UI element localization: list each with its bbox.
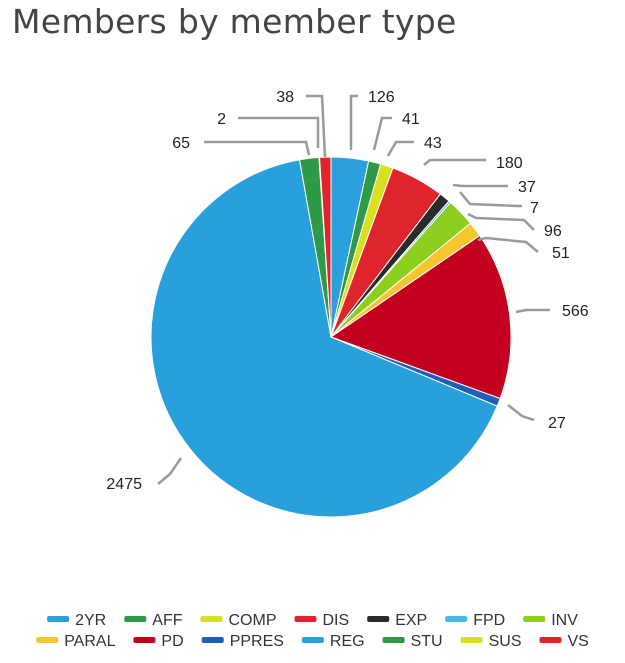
legend-swatch-exp xyxy=(367,616,390,622)
leader-line-ppres xyxy=(507,404,535,422)
data-label-reg: 2475 xyxy=(106,476,142,493)
legend-swatch-stu xyxy=(382,637,405,643)
pie-slice-vs xyxy=(319,156,332,338)
data-label-fpd: 7 xyxy=(530,200,539,217)
legend-swatch-2yr xyxy=(47,616,70,622)
legend-item-dis[interactable]: DIS xyxy=(294,612,350,629)
legend-item-aff[interactable]: AFF xyxy=(124,612,183,629)
legend-label-dis: DIS xyxy=(323,612,350,629)
legend-label-inv: INV xyxy=(551,612,578,629)
legend-label-pd: PD xyxy=(161,633,183,650)
leader-line-dis xyxy=(423,158,486,166)
data-label-paral: 51 xyxy=(552,245,570,262)
chart-title: Members by member type xyxy=(12,2,457,41)
data-label-comp: 43 xyxy=(424,135,442,152)
leader-line-vs xyxy=(306,94,327,158)
leader-line-sus xyxy=(238,116,320,148)
legend-item-comp[interactable]: COMP xyxy=(200,612,277,629)
legend-label-comp: COMP xyxy=(229,612,277,629)
legend-item-2yr[interactable]: 2YR xyxy=(47,612,106,629)
legend-swatch-pd xyxy=(133,637,156,643)
legend-label-sus: SUS xyxy=(489,633,522,650)
legend-label-2yr: 2YR xyxy=(75,612,106,629)
data-label-dis: 180 xyxy=(496,155,523,172)
legend-item-ppres[interactable]: PPRES xyxy=(201,633,284,650)
data-label-ppres: 27 xyxy=(548,415,566,432)
legend-label-aff: AFF xyxy=(152,612,182,629)
pie-slice-reg xyxy=(150,159,498,518)
legend-swatch-aff xyxy=(124,616,147,622)
legend-item-sus[interactable]: SUS xyxy=(460,633,522,650)
legend-label-vs: VS xyxy=(568,633,589,650)
leader-line-inv xyxy=(467,212,535,231)
legend-swatch-fpd xyxy=(445,616,468,622)
leader-line-reg xyxy=(157,457,183,485)
leader-line-comp xyxy=(386,140,414,157)
data-label-stu: 65 xyxy=(172,135,190,152)
legend-swatch-reg xyxy=(301,637,324,643)
leader-line-aff xyxy=(372,116,392,151)
legend-item-exp[interactable]: EXP xyxy=(367,612,427,629)
leader-line-stu xyxy=(204,140,311,156)
legend-swatch-dis xyxy=(294,616,317,622)
pie-slice-pd xyxy=(329,234,512,400)
data-label-exp: 37 xyxy=(518,179,536,196)
data-label-2yr: 126 xyxy=(368,89,395,106)
data-label-aff: 41 xyxy=(402,111,420,128)
pie-slices xyxy=(150,156,512,518)
legend-label-ppres: PPRES xyxy=(230,633,284,650)
legend-label-stu: STU xyxy=(411,633,443,650)
legend-swatch-sus xyxy=(460,637,483,643)
legend-swatch-vs xyxy=(539,637,562,643)
legend-item-reg[interactable]: REG xyxy=(301,633,365,650)
legend: 2YR AFF COMP DIS EXP FPD INV PARAL PD PPRES REG STU… xyxy=(36,612,589,650)
legend-label-exp: EXP xyxy=(395,612,427,629)
legend-swatch-comp xyxy=(200,616,223,622)
legend-label-paral: PARAL xyxy=(64,633,115,650)
legend-item-fpd[interactable]: FPD xyxy=(445,612,505,629)
leader-line-exp xyxy=(452,183,508,188)
legend-label-fpd: FPD xyxy=(473,612,505,629)
leader-line-fpd xyxy=(459,191,522,208)
legend-item-stu[interactable]: STU xyxy=(382,633,443,650)
data-label-pd: 566 xyxy=(562,303,589,320)
legend-swatch-inv xyxy=(523,616,546,622)
legend-item-pd[interactable]: PD xyxy=(133,633,184,650)
legend-item-inv[interactable]: INV xyxy=(523,612,578,629)
legend-swatch-ppres xyxy=(201,637,224,643)
data-label-inv: 96 xyxy=(544,223,562,240)
data-label-sus: 2 xyxy=(217,111,226,128)
legend-swatch-paral xyxy=(36,637,59,643)
legend-label-reg: REG xyxy=(330,633,365,650)
leader-line-2yr xyxy=(349,94,358,150)
leader-lines xyxy=(157,94,550,485)
leader-line-pd xyxy=(515,308,550,314)
legend-item-paral[interactable]: PARAL xyxy=(36,633,116,650)
data-label-vs: 38 xyxy=(276,89,294,106)
leader-line-paral xyxy=(477,236,539,253)
legend-item-vs[interactable]: VS xyxy=(539,633,589,650)
